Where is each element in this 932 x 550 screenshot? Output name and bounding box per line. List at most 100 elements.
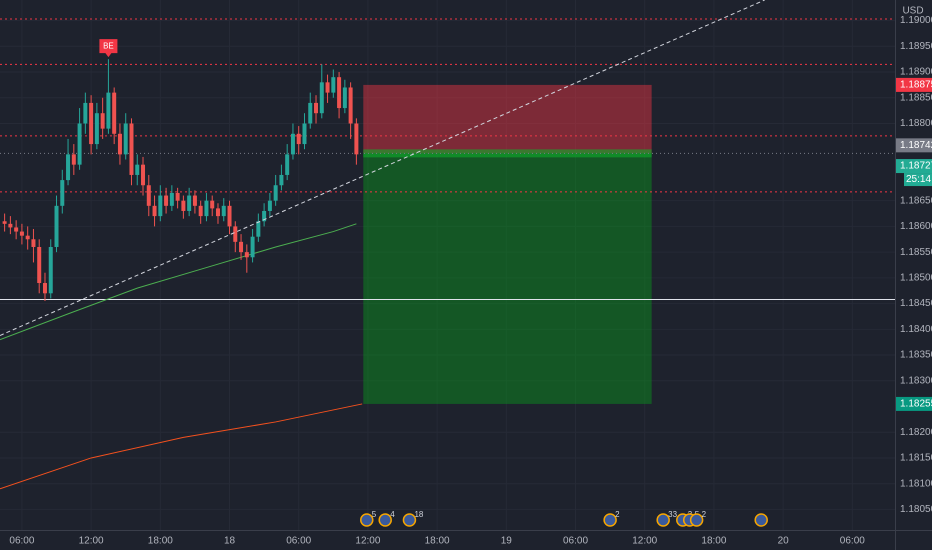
- candle-body: [158, 195, 163, 217]
- candle-body: [348, 87, 353, 124]
- annotation-badge: [99, 39, 118, 58]
- countdown-bg: [904, 173, 932, 187]
- candle-body: [135, 164, 140, 175]
- candle-body: [273, 185, 278, 201]
- x-tick-label: 18: [224, 536, 236, 547]
- y-tick-label: 1.18650: [900, 195, 932, 206]
- y-tick-label: 1.18450: [900, 298, 932, 309]
- countdown: 25:14: [906, 174, 931, 185]
- candle-body: [48, 246, 53, 294]
- y-tick-label: 1.18900: [900, 67, 932, 78]
- candle-body: [204, 200, 209, 217]
- candle-body: [221, 205, 226, 217]
- candle-body: [331, 77, 336, 93]
- candle-body: [302, 123, 307, 145]
- candle-body: [187, 195, 192, 211]
- stop-zone: [363, 84, 652, 154]
- candle-body: [146, 185, 151, 206]
- y-tick-label: 1.18850: [900, 92, 932, 103]
- candle-body: [198, 205, 203, 217]
- candle-body: [227, 205, 232, 227]
- y-tick-label: 1.18300: [900, 375, 932, 386]
- target-zone: [363, 153, 652, 404]
- candle-body: [94, 113, 99, 145]
- event-count: 2: [615, 510, 620, 519]
- candle-body: [233, 226, 238, 242]
- candle-body: [117, 133, 122, 155]
- candle-body: [239, 241, 244, 253]
- candle-body: [25, 235, 30, 240]
- candle-body: [19, 231, 24, 236]
- candle-body: [54, 205, 59, 247]
- x-tick-label: 19: [501, 536, 513, 547]
- candle-body: [2, 221, 7, 224]
- x-tick-label: 12:00: [79, 536, 104, 547]
- event-count: 18: [414, 510, 423, 519]
- entry-price-bg: [896, 138, 932, 153]
- candle-body: [141, 164, 146, 186]
- candle-body: [164, 195, 169, 206]
- event-icon: [603, 513, 617, 527]
- event-icon: [656, 513, 670, 527]
- candle-body: [14, 227, 19, 232]
- candle-body: [100, 113, 105, 129]
- plot-area: BE5418233352: [0, 0, 895, 527]
- moving-average: [0, 403, 363, 490]
- candle-body: [210, 200, 215, 209]
- stop-price: 1.18875: [900, 80, 932, 91]
- y-tick-label: 1.18600: [900, 221, 932, 232]
- candle-body: [279, 174, 284, 186]
- candle-body: [106, 92, 111, 129]
- y-tick-label: 1.19000: [900, 15, 932, 26]
- y-tick-label: 1.18350: [900, 350, 932, 361]
- currency-label: USD: [902, 6, 923, 17]
- x-tick-label: 06:00: [563, 536, 588, 547]
- candle-body: [71, 154, 76, 165]
- stop-price-bg: [896, 77, 932, 92]
- candle-body: [244, 252, 249, 258]
- trendline: [0, 0, 765, 336]
- moving-average: [0, 223, 357, 341]
- x-tick-label: 06:00: [286, 536, 311, 547]
- candle-body: [337, 77, 342, 109]
- x-tick-label: 12:00: [632, 536, 657, 547]
- candle-body: [192, 195, 197, 206]
- candle-body: [89, 102, 94, 145]
- x-tick-label: 18:00: [425, 536, 450, 547]
- event-icon: [754, 513, 768, 527]
- candle-body: [83, 102, 88, 124]
- y-tick-label: 1.18500: [900, 273, 932, 284]
- axes: 1.19000 1.18950 1.18900 1.18850 1.18800 1.186…: [9, 15, 932, 547]
- event-icon: [378, 513, 392, 527]
- last-price-bg: [896, 159, 932, 174]
- y-tick-label: 1.18800: [900, 118, 932, 129]
- event-icon: [402, 513, 417, 527]
- candle-body: [267, 200, 272, 211]
- candle-body: [8, 223, 13, 228]
- candle-body: [181, 200, 186, 211]
- candle-body: [354, 123, 359, 155]
- annotation-label: BE: [103, 41, 114, 50]
- candle-body: [262, 210, 267, 222]
- candle-body: [37, 246, 42, 284]
- x-tick-label: 18:00: [148, 536, 173, 547]
- candle-body: [256, 221, 261, 237]
- y-tick-label: 1.18950: [900, 41, 932, 52]
- target-price-bg: [896, 396, 932, 411]
- y-tick-label: 1.18400: [900, 324, 932, 335]
- candle-body: [42, 283, 47, 294]
- candle-body: [215, 208, 220, 217]
- x-tick-label: 18:00: [701, 536, 726, 547]
- candle-body: [296, 133, 301, 145]
- event-icon: [360, 513, 374, 527]
- event-count: 5: [372, 510, 377, 519]
- event-icon: [689, 513, 704, 527]
- candle-body: [66, 154, 71, 181]
- event-count: 2: [702, 510, 707, 519]
- candle-body: [152, 205, 157, 217]
- candle-body: [285, 154, 290, 175]
- event-count: 4: [390, 510, 395, 519]
- y-tick-label: 1.18150: [900, 453, 932, 464]
